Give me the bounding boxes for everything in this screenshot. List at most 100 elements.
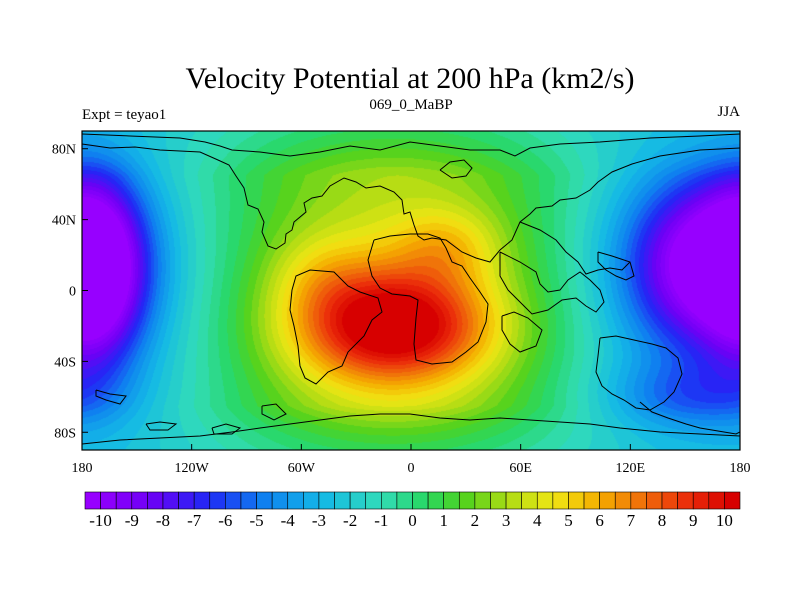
- coast-arctic-north: [82, 133, 740, 157]
- colorbar-label: -2: [343, 511, 357, 530]
- coast-africa: [367, 233, 489, 365]
- colorbar-swatch: [100, 491, 117, 510]
- colorbar-label: -9: [125, 511, 139, 530]
- colorbar-swatch: [661, 491, 678, 510]
- colorbar-swatch: [256, 491, 273, 510]
- y-axis: 80N 40N 0 40S 80S: [52, 143, 88, 441]
- coastlines: [82, 133, 740, 445]
- colorbar-swatch: [568, 491, 585, 510]
- colorbar: -10 -9 -8 -7 -6 -5 -4 -3 -2 -1 0 1 2 3 4 5 6 7 8 9 10: [84, 491, 741, 530]
- colorbar-swatch: [692, 491, 710, 510]
- y-tick-label: 80S: [54, 426, 76, 441]
- colorbar-swatch: [443, 491, 460, 510]
- colorbar-label: -6: [218, 511, 232, 530]
- colorbar-swatch: [536, 491, 554, 510]
- colorbar-label: -5: [249, 511, 263, 530]
- x-axis: 180 120W 60W 0 60E 120E 180: [72, 444, 751, 476]
- x-tick-label: 60E: [509, 461, 532, 476]
- y-tick-label: 80N: [52, 143, 76, 158]
- colorbar-label: 7: [627, 511, 636, 530]
- colorbar-label: 1: [439, 511, 448, 530]
- colorbar-swatch: [162, 491, 179, 510]
- colorbar-swatch: [427, 491, 444, 510]
- coast-new-zealand: [639, 401, 740, 435]
- colorbar-label: -7: [187, 511, 202, 530]
- colorbar-label: 6: [595, 511, 604, 530]
- coast-antarctic-peninsula: [95, 389, 127, 405]
- colorbar-label: 3: [502, 511, 511, 530]
- colorbar-swatch: [724, 491, 741, 510]
- x-tick-label: 60W: [288, 461, 316, 476]
- x-tick-label: 180: [730, 461, 751, 476]
- colorbar-swatch: [303, 491, 320, 510]
- colorbar-label: -8: [156, 511, 170, 530]
- colorbar-label: 10: [716, 511, 733, 530]
- colorbar-swatch: [505, 491, 522, 510]
- colorbar-swatch: [318, 491, 335, 510]
- coast-antarctica: [82, 413, 740, 445]
- coast-arabia-india: [499, 251, 605, 315]
- colorbar-swatch: [599, 491, 616, 510]
- coast-arctic-islands: [439, 159, 473, 179]
- colorbar-swatch: [521, 491, 538, 510]
- colorbar-label: 0: [408, 511, 417, 530]
- colorbar-swatch: [708, 491, 725, 510]
- colorbar-label: -4: [281, 511, 296, 530]
- colorbar-label: 8: [658, 511, 667, 530]
- colorbar-swatch: [458, 491, 476, 510]
- coast-arctic-band: [82, 143, 740, 263]
- subtitle-center: 069_0_MaBP: [369, 97, 452, 113]
- colorbar-swatch: [131, 491, 148, 510]
- colorbar-swatch: [474, 491, 491, 510]
- colorbar-swatch: [209, 491, 226, 510]
- colorbar-swatch: [287, 491, 304, 510]
- colorbar-label: -1: [374, 511, 388, 530]
- y-tick-label: 40N: [52, 214, 76, 229]
- colorbar-swatch: [396, 491, 413, 510]
- colorbar-swatch: [84, 491, 101, 510]
- coast-indonesia: [597, 251, 635, 281]
- y-tick-label: 40S: [54, 355, 76, 370]
- colorbar-swatch: [630, 491, 647, 510]
- coast-madagascar-ridge: [501, 311, 543, 353]
- colorbar-swatch: [178, 491, 195, 510]
- coast-south-pacific-isles: [211, 423, 242, 435]
- coast-south-america: [289, 269, 383, 385]
- colorbar-label: 5: [564, 511, 573, 530]
- colorbar-swatch: [677, 491, 694, 510]
- colorbar-swatch: [583, 491, 600, 510]
- x-tick-label: 120W: [175, 461, 210, 476]
- map-plot-area: [81, 130, 741, 451]
- subtitle-left: Expt = teyao1: [82, 107, 166, 123]
- coast-east-asia: [519, 221, 631, 275]
- colorbar-label: 2: [471, 511, 480, 530]
- colorbar-swatch: [552, 491, 569, 510]
- colorbar-swatch: [349, 491, 367, 510]
- colorbar-swatch: [646, 491, 663, 510]
- subtitle-right: JJA: [717, 104, 740, 120]
- colorbar-swatch: [365, 491, 382, 510]
- x-tick-label: 120E: [616, 461, 646, 476]
- x-tick-label: 180: [72, 461, 93, 476]
- colorbar-swatch: [381, 491, 398, 510]
- colorbar-swatch: [115, 491, 133, 510]
- colorbar-label: 9: [689, 511, 698, 530]
- colorbar-swatch: [147, 491, 164, 510]
- colorbar-label: 4: [533, 511, 542, 530]
- colorbar-swatch: [193, 491, 211, 510]
- colorbar-swatch: [490, 491, 507, 510]
- colorbar-label: -3: [312, 511, 326, 530]
- coast-weddell: [261, 403, 287, 421]
- y-tick-label: 0: [69, 285, 76, 300]
- colorbar-swatch: [240, 491, 257, 510]
- velocity-potential-field: [82, 131, 740, 450]
- colorbar-swatch: [225, 491, 242, 510]
- chart-title: Velocity Potential at 200 hPa (km2/s): [185, 62, 634, 95]
- colorbar-label: -10: [89, 511, 112, 530]
- colorbar-swatch: [334, 491, 351, 510]
- coast-australia: [595, 335, 683, 411]
- x-tick-label: 0: [408, 461, 415, 476]
- colorbar-swatch: [412, 491, 429, 510]
- coast-scotia-islands: [145, 421, 178, 431]
